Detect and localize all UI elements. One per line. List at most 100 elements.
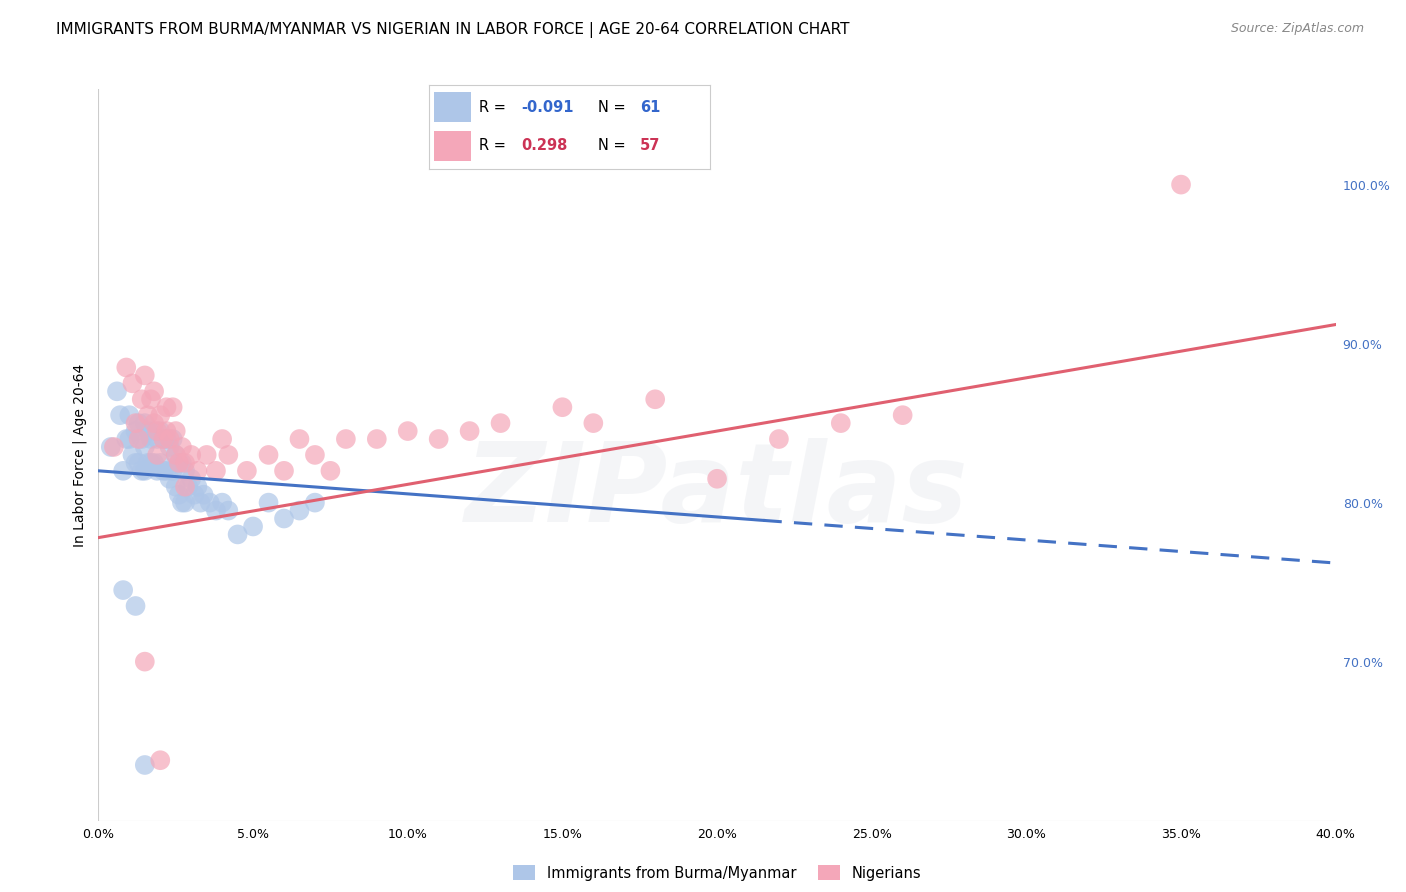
Point — [105, 384, 128, 399]
Point — [167, 456, 190, 470]
Point — [174, 480, 197, 494]
Point — [458, 424, 481, 438]
Point — [146, 432, 169, 446]
Point — [121, 376, 143, 391]
Point — [103, 440, 125, 454]
Point — [706, 472, 728, 486]
Point — [236, 464, 259, 478]
Point — [139, 392, 162, 407]
Point — [211, 495, 233, 509]
Point — [165, 448, 187, 462]
Point — [131, 392, 153, 407]
Text: IMMIGRANTS FROM BURMA/MYANMAR VS NIGERIAN IN LABOR FORCE | AGE 20-64 CORRELATION: IMMIGRANTS FROM BURMA/MYANMAR VS NIGERIA… — [56, 22, 849, 38]
Point — [335, 432, 357, 446]
Y-axis label: In Labor Force | Age 20-64: In Labor Force | Age 20-64 — [73, 363, 87, 547]
Point — [134, 464, 156, 478]
Point — [304, 448, 326, 462]
Point — [257, 448, 280, 462]
Point — [170, 440, 193, 454]
Point — [186, 480, 208, 494]
Bar — [434, 131, 471, 161]
Point — [174, 495, 197, 509]
Point — [149, 424, 172, 438]
Point — [146, 464, 169, 478]
Point — [136, 456, 159, 470]
Point — [112, 464, 135, 478]
Point — [288, 432, 311, 446]
Point — [159, 440, 181, 454]
Text: 61: 61 — [640, 100, 659, 115]
Point — [124, 424, 146, 438]
Point — [155, 432, 177, 446]
Point — [118, 432, 141, 446]
Point — [152, 464, 174, 478]
Bar — [434, 93, 471, 122]
Text: N =: N = — [598, 100, 630, 115]
Point — [193, 488, 215, 502]
Text: N =: N = — [598, 138, 630, 153]
Point — [768, 432, 790, 446]
Point — [304, 495, 326, 509]
Point — [489, 416, 512, 430]
Point — [205, 464, 228, 478]
Point — [128, 416, 150, 430]
Legend: Immigrants from Burma/Myanmar, Nigerians: Immigrants from Burma/Myanmar, Nigerians — [508, 859, 927, 887]
Point — [146, 424, 169, 438]
Text: R =: R = — [479, 100, 510, 115]
Point — [139, 456, 162, 470]
Text: Source: ZipAtlas.com: Source: ZipAtlas.com — [1230, 22, 1364, 36]
Text: 57: 57 — [640, 138, 659, 153]
Point — [288, 503, 311, 517]
Point — [124, 456, 146, 470]
Point — [100, 440, 122, 454]
Point — [152, 432, 174, 446]
Point — [134, 416, 156, 430]
Point — [226, 527, 249, 541]
Point — [195, 448, 218, 462]
Point — [162, 464, 184, 478]
Point — [551, 401, 574, 415]
Point — [180, 472, 202, 486]
Point — [149, 408, 172, 422]
Point — [1170, 178, 1192, 192]
Point — [366, 432, 388, 446]
Point — [143, 424, 166, 438]
Text: ZIPatlas: ZIPatlas — [465, 438, 969, 545]
Point — [131, 432, 153, 446]
Point — [273, 511, 295, 525]
Point — [257, 495, 280, 509]
Point — [165, 424, 187, 438]
Point — [134, 758, 156, 772]
Point — [830, 416, 852, 430]
Point — [273, 464, 295, 478]
Point — [149, 456, 172, 470]
Point — [205, 503, 228, 517]
Point — [131, 464, 153, 478]
Point — [186, 464, 208, 478]
Point — [891, 408, 914, 422]
Point — [115, 360, 138, 375]
Point — [155, 424, 177, 438]
Point — [139, 432, 162, 446]
Point — [134, 440, 156, 454]
Point — [242, 519, 264, 533]
Point — [165, 480, 187, 494]
Point — [155, 401, 177, 415]
Point — [143, 456, 166, 470]
Point — [115, 432, 138, 446]
Point — [167, 456, 190, 470]
Point — [644, 392, 666, 407]
Point — [124, 599, 146, 613]
Point — [152, 432, 174, 446]
Point — [136, 424, 159, 438]
Point — [159, 432, 181, 446]
Point — [143, 416, 166, 430]
Text: 0.298: 0.298 — [522, 138, 568, 153]
Point — [170, 495, 193, 509]
Point — [112, 583, 135, 598]
Point — [128, 432, 150, 446]
Point — [319, 464, 342, 478]
Point — [177, 480, 200, 494]
Point — [190, 495, 212, 509]
Point — [582, 416, 605, 430]
